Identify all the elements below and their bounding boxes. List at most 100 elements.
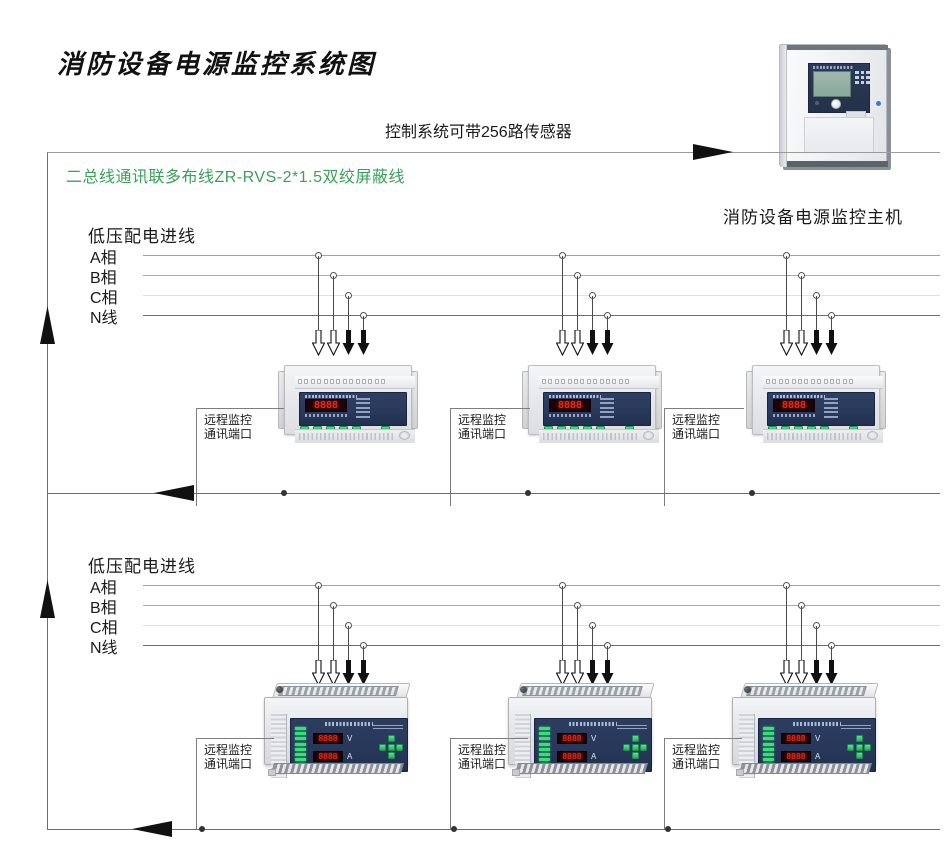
- device-faceplate: 8888: [299, 392, 407, 426]
- device-display-value: 8888: [557, 399, 583, 411]
- lower-phase-label-b: B相: [90, 600, 117, 617]
- device-status-leds: [600, 398, 614, 418]
- host-door-panel[interactable]: [804, 117, 874, 153]
- bus-to-host-arrow: [693, 144, 733, 160]
- lower-bus-junction-3: [665, 826, 671, 832]
- dpad-ok-button: [631, 743, 639, 751]
- device-dpad-keypad[interactable]: [623, 735, 647, 759]
- device-dpad-keypad[interactable]: [379, 735, 403, 759]
- tap-line-n1: [363, 316, 364, 333]
- tap-line-a3: [786, 256, 787, 333]
- device-top-screws: [542, 379, 630, 384]
- device-current-unit: A: [815, 752, 821, 761]
- device-title-text: [793, 722, 841, 726]
- upper-phase-label-b: B相: [90, 270, 117, 287]
- upper-port-label-2: 远程监控 通讯端口: [458, 413, 506, 441]
- device-title-text: [325, 722, 373, 726]
- tap-line-b1b: [333, 606, 334, 663]
- dpad-down-button: [387, 752, 395, 759]
- device-top-terminal-block: [522, 686, 643, 696]
- dpad-right-button: [396, 743, 403, 751]
- device-brand-text: [305, 395, 357, 398]
- device-sub-labels: [773, 414, 817, 417]
- tap-arrow-hollow-a2: [556, 330, 569, 356]
- port-label-line1: 远程监控: [458, 743, 507, 757]
- device-body: 8888 V 8888 A: [264, 697, 408, 778]
- device-voltage-unit: V: [591, 734, 597, 743]
- device-led-bar: [539, 727, 550, 767]
- device-body: 8888: [752, 365, 883, 443]
- port-label-line2: 通讯端口: [672, 757, 721, 771]
- device-brand-text: [773, 395, 825, 398]
- host-small-indicator: [815, 101, 819, 105]
- host-enclosure: [779, 44, 888, 167]
- device-faceplate: 8888: [543, 392, 651, 426]
- host-lock-icon[interactable]: [876, 101, 881, 106]
- lower-return-bus: [47, 829, 940, 830]
- tap-arrow-solid-c3: [810, 330, 823, 355]
- port-label-line2: 通讯端口: [204, 427, 253, 441]
- device-brand-text: [549, 395, 601, 398]
- dpad-up-button: [631, 735, 639, 742]
- lower-device-2[interactable]: 8888 V 8888 A: [502, 683, 662, 783]
- device-top-screws: [766, 379, 854, 384]
- device-bottom-terminal-block: [738, 763, 872, 774]
- tap-line-b3: [801, 276, 802, 333]
- device-status-leds: [356, 398, 370, 418]
- device-bottom-terminal-strip: [295, 429, 415, 443]
- device-bottom-terminal-strip: [539, 429, 659, 443]
- upper-device-2[interactable]: 8888: [522, 357, 662, 443]
- lower-device-1[interactable]: 8888 V 8888 A: [258, 683, 418, 783]
- device-vent-icon: [867, 431, 878, 440]
- port-label-line1: 远程监控: [458, 413, 507, 427]
- device-top-terminal-block: [278, 686, 399, 696]
- lower-bus-left-arrow: [132, 821, 172, 837]
- tap-line-c1: [348, 296, 349, 333]
- device-voltage-value: 8888: [562, 733, 582, 743]
- dpad-left-button: [379, 743, 386, 751]
- host-main-button[interactable]: [831, 99, 841, 109]
- device-current-unit: A: [347, 752, 353, 761]
- device-heatsink-fins: [739, 714, 755, 778]
- tap-line-n1b: [363, 646, 364, 663]
- device-title-text: [569, 722, 617, 726]
- upper-phase-line-b: [143, 275, 940, 276]
- fire-power-monitor-host[interactable]: [779, 44, 895, 172]
- tap-arrow-solid-n2b: [601, 660, 614, 685]
- host-top-bar: [787, 45, 888, 50]
- tap-arrow-hollow-b2b: [571, 660, 584, 686]
- tap-arrow-hollow-b2: [571, 330, 584, 356]
- lower-port-label-3: 远程监控 通讯端口: [672, 743, 720, 771]
- tap-arrow-hollow-b3b: [795, 660, 808, 686]
- lower-phase-label-c: C相: [90, 620, 118, 637]
- tap-arrow-hollow-a3b: [780, 660, 793, 686]
- device-bottom-terminal-block: [514, 763, 648, 774]
- dpad-up-button: [387, 735, 395, 742]
- device-dpad-keypad[interactable]: [847, 735, 871, 759]
- device-knob[interactable]: [276, 686, 283, 693]
- tap-arrow-solid-c2: [586, 330, 599, 355]
- device-knob[interactable]: [520, 686, 527, 693]
- upper-device-1[interactable]: 8888: [278, 357, 418, 443]
- port-label-line1: 远程监控: [204, 413, 253, 427]
- tap-arrow-solid-n1b: [357, 660, 370, 685]
- host-panel-title-text: [813, 66, 853, 69]
- tap-line-n3: [831, 316, 832, 333]
- upper-device-3[interactable]: 8888: [746, 357, 886, 443]
- lower-port-label-2: 远程监控 通讯端口: [458, 743, 506, 771]
- device-bottom-terminal-block: [270, 763, 404, 774]
- lower-bus-junction-2: [451, 826, 457, 832]
- device-top-screws: [298, 379, 386, 384]
- tap-line-c1b: [348, 626, 349, 663]
- tap-arrow-hollow-b1: [327, 330, 340, 356]
- lower-device-3[interactable]: 8888 V 8888 A: [726, 683, 886, 783]
- device-bottom-screws: [767, 433, 863, 440]
- device-voltage-display: 8888: [313, 733, 343, 744]
- device-led-display: 8888: [305, 399, 347, 412]
- device-knob[interactable]: [744, 686, 751, 693]
- bus-capacity-label: 控制系统可带256路传感器: [385, 124, 572, 141]
- upper-port-box-3: [664, 408, 744, 506]
- tap-arrow-hollow-a3: [780, 330, 793, 356]
- port-label-line2: 通讯端口: [458, 757, 507, 771]
- tap-line-a2b: [562, 586, 563, 663]
